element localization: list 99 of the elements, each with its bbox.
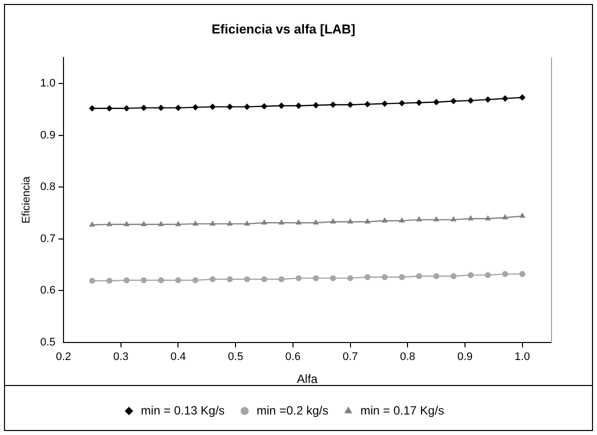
point xyxy=(416,100,422,106)
point xyxy=(434,216,439,222)
legend-label: min =0.2 kg/s xyxy=(256,403,328,418)
point xyxy=(382,274,388,280)
point xyxy=(313,220,319,225)
point xyxy=(330,275,336,282)
x-tick-label: 0.8 xyxy=(400,351,416,364)
point xyxy=(502,271,508,278)
point xyxy=(227,220,232,226)
legend-label: min = 0.13 Kg/s xyxy=(140,403,225,418)
point xyxy=(433,99,440,106)
point xyxy=(450,216,456,222)
point xyxy=(175,277,182,284)
point xyxy=(364,101,370,108)
point xyxy=(468,98,474,104)
point xyxy=(278,276,284,282)
x-tick-label: 0.2 xyxy=(56,351,72,364)
point xyxy=(468,216,474,220)
x-tick-label: 0.7 xyxy=(342,351,358,364)
point xyxy=(90,222,95,227)
y-tick-label: 0.9 xyxy=(40,129,56,142)
point xyxy=(485,216,491,220)
point xyxy=(124,221,130,226)
point xyxy=(312,275,319,282)
point xyxy=(192,277,198,284)
point xyxy=(296,220,302,225)
point xyxy=(124,277,130,284)
point xyxy=(141,221,146,226)
point xyxy=(347,275,354,282)
point xyxy=(382,100,388,107)
point xyxy=(484,96,491,103)
point xyxy=(278,102,284,109)
point xyxy=(192,104,198,110)
point xyxy=(519,271,526,278)
point xyxy=(106,221,112,226)
point xyxy=(261,276,268,282)
y-tick-label: 0.7 xyxy=(40,232,56,245)
point xyxy=(278,220,284,225)
point xyxy=(210,276,216,282)
point xyxy=(89,105,96,112)
point xyxy=(416,273,422,280)
point xyxy=(175,104,182,111)
legend-label: min = 0.17 Kg/s xyxy=(360,403,444,418)
point xyxy=(158,104,164,111)
point xyxy=(450,273,456,280)
point xyxy=(416,216,422,222)
point xyxy=(399,218,405,222)
y-tick-label: 0.5 xyxy=(40,336,56,348)
x-tick-label: 0.6 xyxy=(285,351,301,364)
point xyxy=(502,96,508,102)
point xyxy=(433,273,440,280)
point xyxy=(226,104,233,110)
point xyxy=(226,276,233,282)
point xyxy=(244,220,250,226)
y-tick-label: 1.0 xyxy=(40,78,56,90)
point xyxy=(89,278,96,284)
point xyxy=(262,220,267,225)
point xyxy=(519,94,526,100)
point xyxy=(140,104,147,111)
point xyxy=(312,102,319,108)
y-tick-label: 0.8 xyxy=(40,181,56,194)
point xyxy=(450,98,456,104)
point xyxy=(330,218,336,224)
point xyxy=(347,102,354,108)
x-tick-label: 0.3 xyxy=(113,351,128,364)
point xyxy=(520,213,525,218)
x-axis-title: Alfa xyxy=(296,372,318,386)
y-axis-title: Eficiencia xyxy=(20,176,33,224)
x-tick-label: 0.9 xyxy=(457,351,473,364)
x-tick-label: 0.5 xyxy=(228,351,244,364)
x-tick-label: 0.4 xyxy=(170,351,186,364)
point xyxy=(382,218,388,222)
point xyxy=(176,221,181,226)
point xyxy=(106,105,112,112)
point xyxy=(158,277,164,284)
y-tick-label: 0.6 xyxy=(40,284,56,297)
point xyxy=(261,103,268,110)
point xyxy=(348,218,353,224)
point xyxy=(296,102,302,109)
point xyxy=(210,104,216,110)
point xyxy=(244,276,250,282)
point xyxy=(364,218,370,224)
point xyxy=(210,220,216,226)
point xyxy=(106,278,112,284)
point xyxy=(502,214,508,220)
point xyxy=(158,221,164,226)
point xyxy=(296,275,302,282)
point xyxy=(364,274,370,280)
x-tick-label: 1.0 xyxy=(514,351,530,364)
point xyxy=(140,277,147,284)
point xyxy=(468,272,474,278)
point xyxy=(192,220,198,226)
point xyxy=(484,272,491,278)
point xyxy=(124,105,130,112)
chart-title: Eficiencia vs alfa [LAB] xyxy=(212,21,356,36)
point xyxy=(244,104,250,110)
point xyxy=(398,100,405,106)
point xyxy=(398,274,405,280)
point xyxy=(330,102,336,108)
